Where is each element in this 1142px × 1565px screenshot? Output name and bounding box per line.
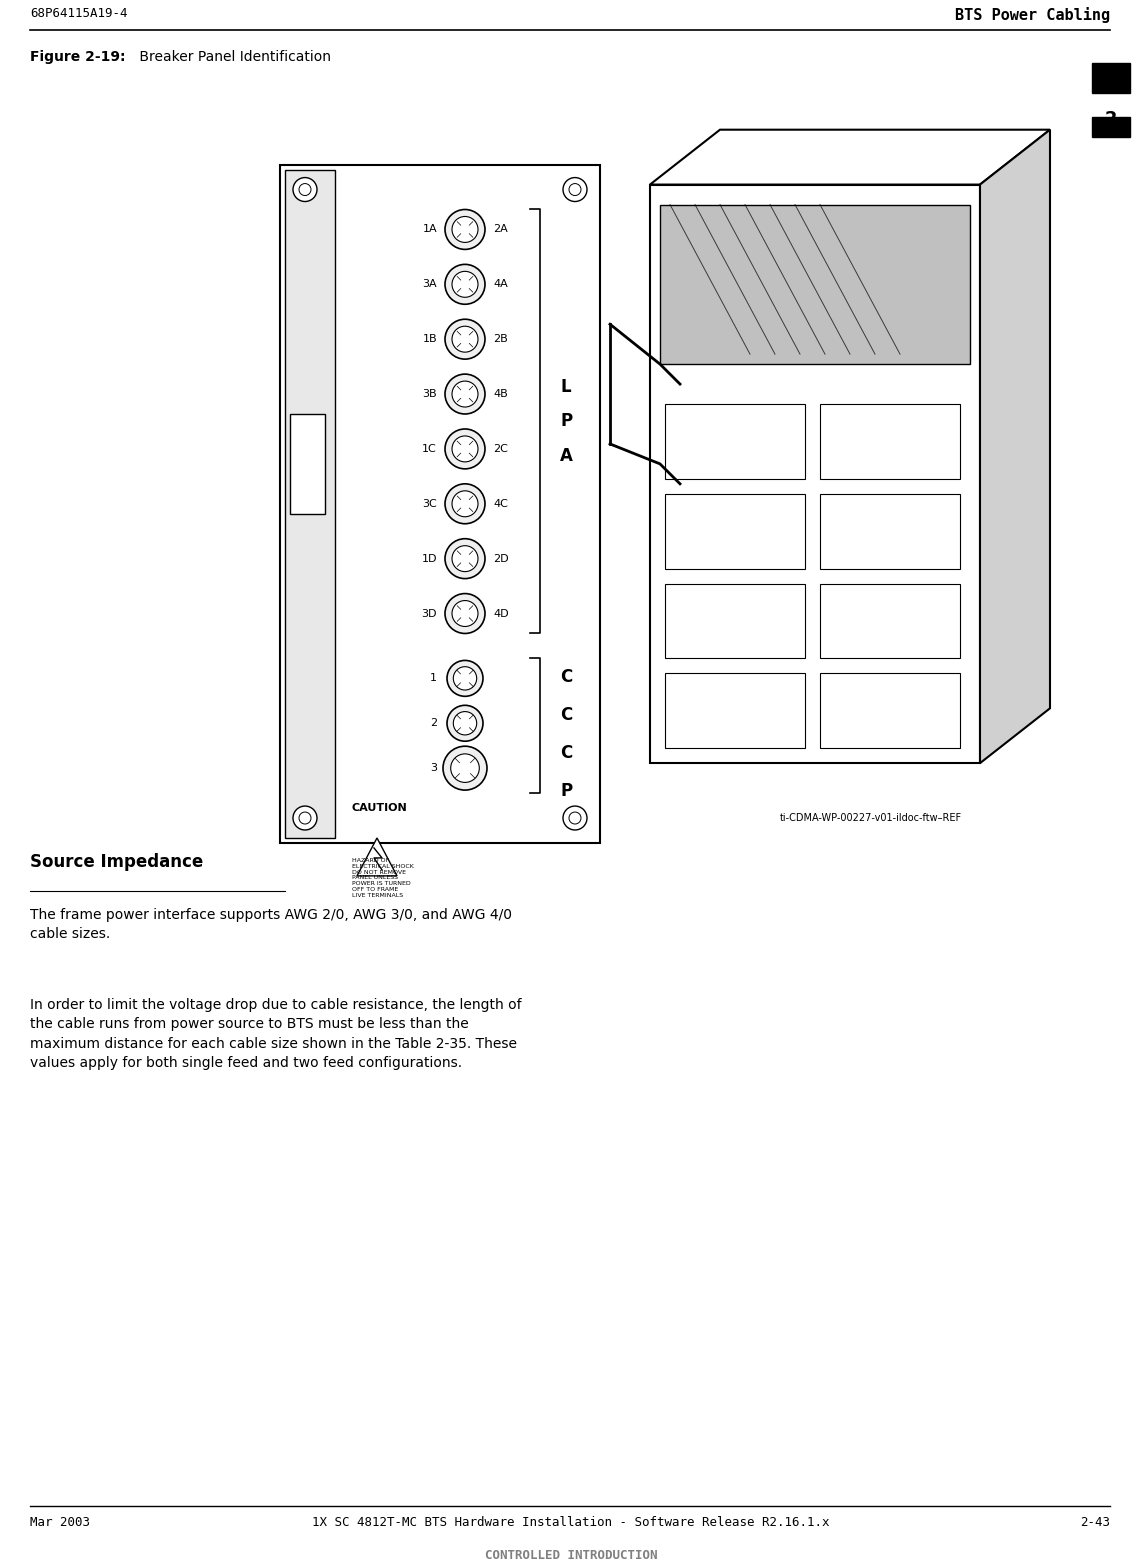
Text: ti-CDMA-WP-00227-v01-ildoc-ftw–REF: ti-CDMA-WP-00227-v01-ildoc-ftw–REF: [780, 814, 962, 823]
Text: 1D: 1D: [421, 554, 437, 563]
Circle shape: [445, 319, 485, 358]
Circle shape: [452, 216, 478, 243]
Text: 4A: 4A: [493, 279, 508, 290]
Text: 2C: 2C: [493, 444, 508, 454]
Bar: [660, 205, 970, 365]
Circle shape: [453, 712, 476, 736]
Text: 4B: 4B: [493, 390, 508, 399]
Circle shape: [293, 806, 317, 829]
Text: 2: 2: [1104, 110, 1117, 128]
Text: 3B: 3B: [423, 390, 437, 399]
Bar: [665, 584, 805, 659]
Bar: [1092, 117, 1129, 136]
Bar: [665, 495, 805, 568]
Circle shape: [293, 177, 317, 202]
Circle shape: [445, 429, 485, 470]
Circle shape: [447, 706, 483, 742]
Bar: [820, 404, 960, 479]
Circle shape: [445, 484, 485, 524]
Text: Mar 2003: Mar 2003: [30, 1516, 90, 1529]
Text: 1B: 1B: [423, 335, 437, 344]
Circle shape: [443, 747, 486, 790]
Text: Source Impedance: Source Impedance: [30, 853, 203, 872]
Text: 3C: 3C: [423, 499, 437, 509]
Text: 2-43: 2-43: [1080, 1516, 1110, 1529]
Circle shape: [445, 593, 485, 634]
Text: 3: 3: [431, 764, 437, 773]
Bar: [1092, 63, 1129, 92]
Circle shape: [569, 812, 581, 825]
Bar: [290, 415, 325, 513]
Text: C: C: [560, 745, 572, 762]
Text: 1A: 1A: [423, 224, 437, 235]
Circle shape: [451, 754, 480, 782]
Bar: [280, 164, 600, 844]
Text: 2A: 2A: [493, 224, 508, 235]
Circle shape: [453, 667, 476, 690]
Text: P: P: [560, 413, 572, 430]
Text: 3A: 3A: [423, 279, 437, 290]
Text: Breaker Panel Identification: Breaker Panel Identification: [135, 50, 331, 64]
Circle shape: [563, 177, 587, 202]
Text: 1X SC 4812T-MC BTS Hardware Installation - Software Release R2.16.1.x: 1X SC 4812T-MC BTS Hardware Installation…: [312, 1516, 830, 1529]
Text: CAUTION: CAUTION: [352, 803, 408, 814]
Circle shape: [299, 812, 311, 825]
Bar: [286, 169, 335, 837]
Text: 1C: 1C: [423, 444, 437, 454]
Circle shape: [452, 437, 478, 462]
Bar: [820, 584, 960, 659]
Text: CONTROLLED INTRODUCTION: CONTROLLED INTRODUCTION: [484, 1549, 658, 1562]
Text: 2D: 2D: [493, 554, 508, 563]
Circle shape: [452, 271, 478, 297]
Circle shape: [447, 660, 483, 696]
Bar: [650, 185, 980, 764]
Text: 3D: 3D: [421, 609, 437, 618]
Text: 2: 2: [429, 718, 437, 728]
Circle shape: [569, 183, 581, 196]
Text: A: A: [560, 448, 573, 465]
Text: C: C: [560, 706, 572, 725]
Bar: [665, 404, 805, 479]
Text: BTS Power Cabling: BTS Power Cabling: [955, 6, 1110, 23]
Circle shape: [445, 374, 485, 415]
Text: HAZARD OF
ELECTRICAL SHOCK
DO NOT REMOVE
PANEL UNLESS
POWER IS TURNED
OFF TO FRA: HAZARD OF ELECTRICAL SHOCK DO NOT REMOVE…: [352, 858, 413, 898]
Polygon shape: [357, 837, 397, 876]
Circle shape: [452, 601, 478, 626]
Circle shape: [445, 264, 485, 304]
Text: L: L: [560, 377, 571, 396]
Circle shape: [452, 326, 478, 352]
Bar: [820, 495, 960, 568]
Bar: [665, 673, 805, 748]
Bar: [820, 673, 960, 748]
Text: Figure 2-19:: Figure 2-19:: [30, 50, 126, 64]
Circle shape: [299, 183, 311, 196]
Text: P: P: [560, 782, 572, 800]
Text: In order to limit the voltage drop due to cable resistance, the length of
the ca: In order to limit the voltage drop due t…: [30, 997, 522, 1070]
Text: C: C: [560, 668, 572, 687]
Polygon shape: [980, 130, 1049, 764]
Circle shape: [452, 491, 478, 516]
Text: 2B: 2B: [493, 335, 508, 344]
Text: 4D: 4D: [493, 609, 508, 618]
Text: 4C: 4C: [493, 499, 508, 509]
Circle shape: [452, 546, 478, 571]
Circle shape: [445, 210, 485, 249]
Text: The frame power interface supports AWG 2/0, AWG 3/0, and AWG 4/0
cable sizes.: The frame power interface supports AWG 2…: [30, 908, 512, 941]
Text: 1: 1: [431, 673, 437, 684]
Circle shape: [563, 806, 587, 829]
Text: 68P64115A19-4: 68P64115A19-4: [30, 6, 128, 20]
Circle shape: [452, 382, 478, 407]
Circle shape: [445, 538, 485, 579]
Polygon shape: [650, 130, 1049, 185]
